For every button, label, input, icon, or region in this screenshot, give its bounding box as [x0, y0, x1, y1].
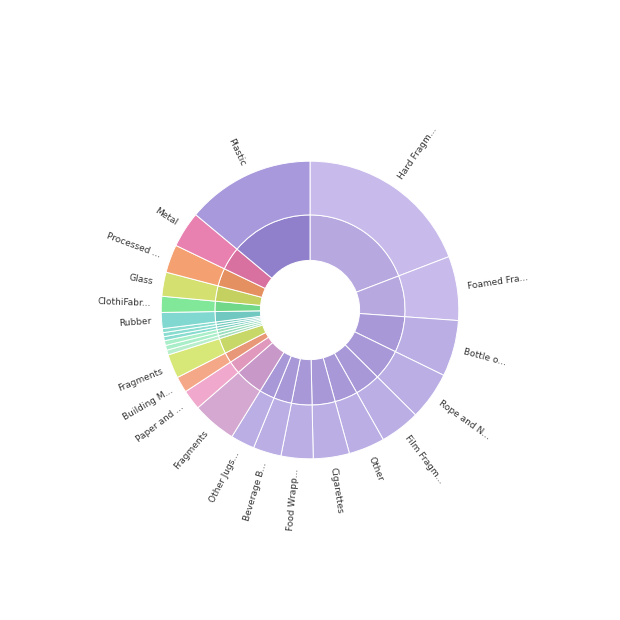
Text: Cigarettes: Cigarettes [329, 467, 344, 515]
Wedge shape [378, 352, 444, 415]
Wedge shape [399, 257, 459, 321]
Wedge shape [166, 333, 218, 350]
Wedge shape [260, 352, 291, 398]
Wedge shape [216, 316, 261, 324]
Wedge shape [216, 319, 262, 330]
Wedge shape [164, 330, 218, 345]
Wedge shape [162, 322, 216, 333]
Text: Paper and ...: Paper and ... [135, 402, 186, 444]
Text: Glass: Glass [128, 273, 154, 286]
Wedge shape [219, 325, 266, 353]
Wedge shape [167, 335, 219, 355]
Text: Foamed Fra...: Foamed Fra... [467, 273, 528, 291]
Wedge shape [311, 358, 335, 405]
Wedge shape [345, 332, 396, 377]
Text: Beverage B...: Beverage B... [242, 461, 268, 522]
Wedge shape [216, 317, 261, 327]
Text: Metal: Metal [153, 206, 179, 228]
Wedge shape [254, 398, 291, 456]
Wedge shape [166, 246, 224, 286]
Text: Bottle o...: Bottle o... [463, 347, 507, 367]
Wedge shape [176, 215, 237, 268]
Wedge shape [310, 215, 399, 292]
Text: Rope and N...: Rope and N... [437, 399, 492, 441]
Wedge shape [356, 276, 405, 317]
Wedge shape [215, 311, 261, 322]
Wedge shape [274, 356, 300, 403]
Text: Fragments: Fragments [173, 428, 211, 471]
Wedge shape [177, 353, 231, 392]
Wedge shape [217, 321, 262, 333]
Text: Fragments: Fragments [117, 366, 164, 392]
Wedge shape [161, 296, 215, 312]
Wedge shape [164, 327, 217, 341]
Text: Other Jugs...: Other Jugs... [208, 450, 242, 504]
Text: Film Fragm...: Film Fragm... [403, 434, 445, 485]
Wedge shape [310, 161, 449, 276]
Wedge shape [224, 249, 272, 288]
Wedge shape [356, 377, 415, 440]
Text: Building M...: Building M... [122, 386, 175, 422]
Wedge shape [218, 268, 265, 298]
Text: Hard Fragm...: Hard Fragm... [396, 126, 438, 182]
Wedge shape [291, 358, 312, 405]
Wedge shape [161, 312, 216, 329]
Wedge shape [215, 301, 260, 312]
Wedge shape [312, 402, 350, 459]
Text: Food Wrapp...: Food Wrapp... [286, 468, 301, 531]
Wedge shape [396, 317, 458, 375]
Wedge shape [185, 362, 238, 408]
Wedge shape [163, 324, 216, 337]
Wedge shape [281, 403, 313, 459]
Wedge shape [231, 337, 273, 373]
Text: Processed ...: Processed ... [105, 231, 162, 259]
Wedge shape [323, 353, 356, 402]
Wedge shape [162, 272, 218, 301]
Wedge shape [218, 324, 263, 339]
Wedge shape [334, 345, 378, 392]
Wedge shape [355, 314, 405, 352]
Wedge shape [218, 322, 262, 335]
Wedge shape [335, 392, 383, 453]
Text: Plastic: Plastic [226, 138, 247, 168]
Text: Rubber: Rubber [118, 317, 151, 328]
Wedge shape [215, 286, 262, 306]
Text: ClothiFabr...: ClothiFabr... [97, 298, 151, 308]
Text: Other: Other [366, 455, 384, 482]
Wedge shape [198, 373, 260, 436]
Wedge shape [225, 332, 268, 362]
Wedge shape [168, 339, 225, 378]
Wedge shape [196, 161, 310, 249]
Wedge shape [232, 391, 274, 448]
Wedge shape [238, 343, 284, 391]
Wedge shape [237, 215, 310, 278]
